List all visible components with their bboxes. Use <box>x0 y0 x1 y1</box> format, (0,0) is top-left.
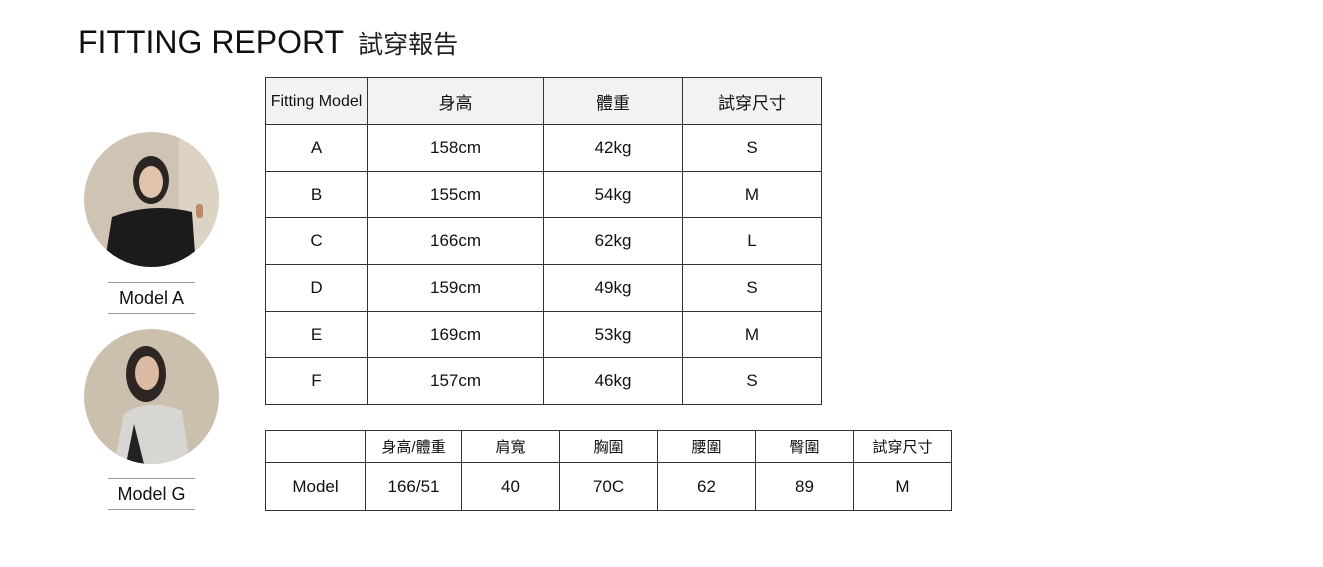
table-cell: 49kg <box>543 264 683 312</box>
page-title: FITTING REPORT 試穿報告 <box>78 24 458 61</box>
table-row: F 157cm 46kg S <box>265 357 822 406</box>
model-a-label: Model A <box>108 282 195 314</box>
header-cell: 腰圍 <box>657 430 756 463</box>
table-cell: D <box>265 264 368 312</box>
table-cell: 62kg <box>543 217 683 266</box>
header-cell: 肩寬 <box>461 430 560 463</box>
model-a-photo <box>84 132 219 267</box>
table-cell: 157cm <box>367 357 544 406</box>
table-row: Model 166/51 40 70C 62 89 M <box>265 462 952 511</box>
title-zh: 試穿報告 <box>358 31 459 59</box>
table-header-row: Fitting Model 身高 體重 試穿尺寸 <box>265 77 822 125</box>
table-cell: 166/51 <box>365 462 462 511</box>
table-row: A 158cm 42kg S <box>265 124 822 172</box>
table-cell: 40 <box>461 462 560 511</box>
header-cell <box>265 430 366 463</box>
table-cell: 166cm <box>367 217 544 266</box>
table-cell: A <box>265 124 368 172</box>
header-cell: Fitting Model <box>265 77 368 125</box>
table-cell: L <box>682 217 822 266</box>
table-cell: Model <box>265 462 366 511</box>
table-cell: S <box>682 357 822 406</box>
table-header-row: 身高/體重 肩寬 胸圍 腰圍 臀圍 試穿尺寸 <box>265 430 952 463</box>
table-cell: B <box>265 170 368 219</box>
table-cell: F <box>265 357 368 406</box>
table-row: E 169cm 53kg M <box>265 310 822 359</box>
model-g-label: Model G <box>108 478 195 510</box>
table-row: B 155cm 54kg M <box>265 170 822 219</box>
table-cell: 54kg <box>543 170 683 219</box>
table-cell: E <box>265 310 368 359</box>
header-cell: 臀圍 <box>755 430 854 463</box>
fitting-table: Fitting Model 身高 體重 試穿尺寸 A 158cm 42kg S B 155… <box>265 77 822 406</box>
title-en: FITTING REPORT <box>78 24 345 60</box>
header-cell: 體重 <box>543 77 683 125</box>
table-row: C 166cm 62kg L <box>265 217 822 266</box>
table-cell: 53kg <box>543 310 683 359</box>
header-cell: 試穿尺寸 <box>853 430 952 463</box>
header-cell: 身高/體重 <box>365 430 462 463</box>
table-cell: M <box>853 462 952 511</box>
table-cell: 46kg <box>543 357 683 406</box>
table-cell: 89 <box>755 462 854 511</box>
table-cell: 42kg <box>543 124 683 172</box>
table-cell: S <box>682 124 822 172</box>
table-cell: S <box>682 264 822 312</box>
table-cell: C <box>265 217 368 266</box>
table-cell: 155cm <box>367 170 544 219</box>
table-row: D 159cm 49kg S <box>265 264 822 312</box>
header-cell: 胸圍 <box>559 430 658 463</box>
measurement-table: 身高/體重 肩寬 胸圍 腰圍 臀圍 試穿尺寸 Model 166/51 40 70C 62 89 M <box>265 430 952 511</box>
table-cell: 159cm <box>367 264 544 312</box>
table-cell: 70C <box>559 462 658 511</box>
table-cell: 158cm <box>367 124 544 172</box>
table-cell: 62 <box>657 462 756 511</box>
table-cell: M <box>682 310 822 359</box>
table-cell: M <box>682 170 822 219</box>
header-cell: 試穿尺寸 <box>682 77 822 125</box>
model-g-photo <box>84 329 219 464</box>
header-cell: 身高 <box>367 77 544 125</box>
table-cell: 169cm <box>367 310 544 359</box>
